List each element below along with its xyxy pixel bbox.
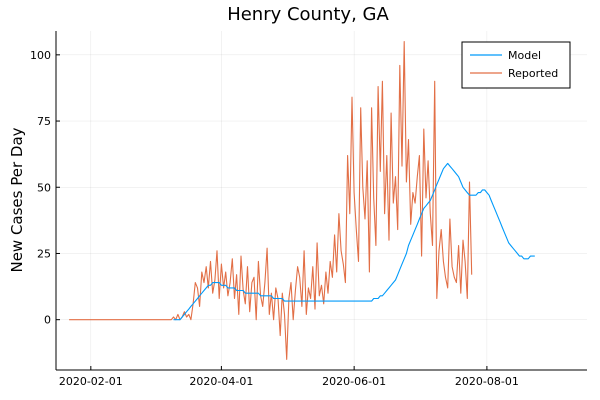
series [69, 41, 535, 360]
y-tick-label: 100 [30, 49, 51, 62]
y-tick-label: 0 [44, 314, 51, 327]
legend-label-model: Model [508, 49, 541, 62]
x-tick-label: 2020-02-01 [59, 375, 123, 388]
x-tick-label: 2020-06-01 [322, 375, 386, 388]
axes: 0 25 50 75 100 2020-02-01 2020-04-01 2020-06-01… [30, 31, 587, 388]
legend-label-reported: Reported [508, 67, 558, 80]
legend: Model Reported [461, 41, 571, 89]
y-axis-title: New Cases Per Day [8, 127, 26, 272]
series-line-reported [69, 41, 473, 360]
x-tick-label: 2020-08-01 [455, 375, 519, 388]
x-tick-label: 2020-04-01 [189, 375, 253, 388]
legend-box [461, 41, 571, 89]
series-line-model [173, 162, 535, 321]
chart-title: Henry County, GA [227, 4, 389, 25]
y-tick-label: 50 [37, 181, 51, 194]
y-tick-label: 25 [37, 247, 51, 260]
y-tick-label: 75 [37, 115, 51, 128]
